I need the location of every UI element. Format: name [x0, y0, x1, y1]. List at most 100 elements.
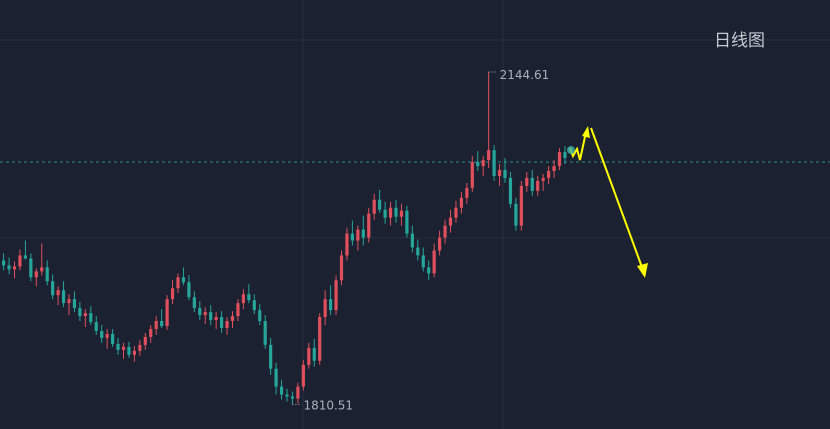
candle-body: [519, 185, 523, 226]
candle-body: [329, 299, 333, 311]
candle: [383, 201, 387, 224]
candle: [459, 191, 463, 214]
candle-body: [225, 321, 229, 328]
zigzag-up-arrow-head: [582, 126, 590, 138]
candle: [405, 205, 409, 238]
candle: [23, 240, 27, 260]
candle: [40, 243, 44, 276]
candle-body: [116, 343, 120, 350]
candle-body: [470, 162, 474, 188]
candle-body: [438, 237, 442, 251]
candle: [438, 230, 442, 256]
candle-body: [367, 213, 371, 238]
candle-body: [307, 347, 311, 365]
candle-body: [525, 177, 529, 186]
candle: [481, 156, 485, 176]
candle-body: [241, 294, 245, 304]
candle: [12, 261, 17, 279]
candle-body: [187, 282, 191, 298]
candle: [160, 309, 164, 328]
candle-body: [143, 336, 147, 345]
candle-body: [203, 312, 207, 316]
candle: [241, 289, 245, 310]
candle: [274, 362, 278, 395]
candle: [51, 274, 55, 300]
candle: [557, 148, 562, 170]
candle-body: [247, 294, 251, 301]
candle: [127, 341, 131, 358]
candle-body: [94, 322, 98, 331]
candle: [61, 281, 66, 308]
candle-body: [160, 321, 164, 327]
candle: [154, 316, 158, 335]
candle: [56, 286, 60, 306]
candle-body: [312, 347, 316, 361]
candle: [192, 291, 196, 313]
candle: [334, 275, 338, 316]
candle: [508, 171, 513, 208]
candle-body: [378, 199, 382, 210]
candle-body: [209, 312, 213, 321]
candle-body: [481, 160, 485, 167]
candle-body: [334, 280, 338, 311]
candle: [296, 382, 300, 404]
candle-body: [83, 313, 87, 317]
candle-body: [541, 177, 545, 181]
candle: [116, 337, 120, 355]
candle-body: [181, 277, 186, 283]
candle-body: [388, 207, 393, 218]
candle-body: [274, 368, 278, 387]
down-arrow-line: [590, 127, 644, 271]
low-price-label: 1810.51: [303, 399, 353, 413]
candle-body: [350, 233, 354, 241]
candle-body: [252, 300, 256, 311]
candle: [345, 227, 349, 261]
candle: [399, 203, 404, 226]
candle: [149, 325, 153, 343]
candle-body: [45, 267, 49, 282]
candle: [285, 388, 289, 402]
candle: [503, 158, 507, 183]
candle-body: [497, 169, 502, 176]
candle-body: [40, 267, 44, 272]
candle-body: [279, 386, 284, 395]
candle-body: [170, 288, 175, 300]
candle: [487, 72, 491, 169]
candle-body: [72, 299, 77, 309]
candle: [514, 197, 518, 231]
candle-body: [165, 299, 169, 327]
candle: [416, 239, 420, 261]
candle: [448, 209, 453, 233]
candle-body: [258, 310, 262, 322]
candle: [176, 273, 180, 294]
candle-body: [383, 209, 387, 218]
candle-body: [18, 255, 22, 267]
candle: [34, 268, 38, 287]
candle-body: [12, 266, 17, 270]
candle: [301, 359, 305, 391]
candle: [94, 316, 98, 335]
candle: [263, 315, 267, 349]
candle-body: [416, 247, 420, 256]
candle-body: [111, 333, 115, 344]
candle-body: [557, 152, 562, 167]
candle: [318, 313, 322, 365]
candle-body: [230, 316, 235, 322]
candle-body: [192, 297, 196, 309]
candle-body: [448, 217, 453, 226]
candle: [465, 182, 469, 204]
candle-body: [530, 177, 534, 191]
candle-body: [476, 162, 480, 167]
candle: [220, 311, 224, 333]
candle-body: [236, 303, 240, 317]
candle: [105, 328, 109, 349]
candle-body: [339, 255, 344, 281]
candle-body: [454, 207, 458, 218]
candle-body: [100, 330, 104, 338]
candle: [394, 199, 398, 223]
candle: [525, 171, 529, 192]
candle: [132, 345, 136, 362]
down-arrow-head: [637, 263, 648, 278]
candle-body: [56, 290, 60, 296]
